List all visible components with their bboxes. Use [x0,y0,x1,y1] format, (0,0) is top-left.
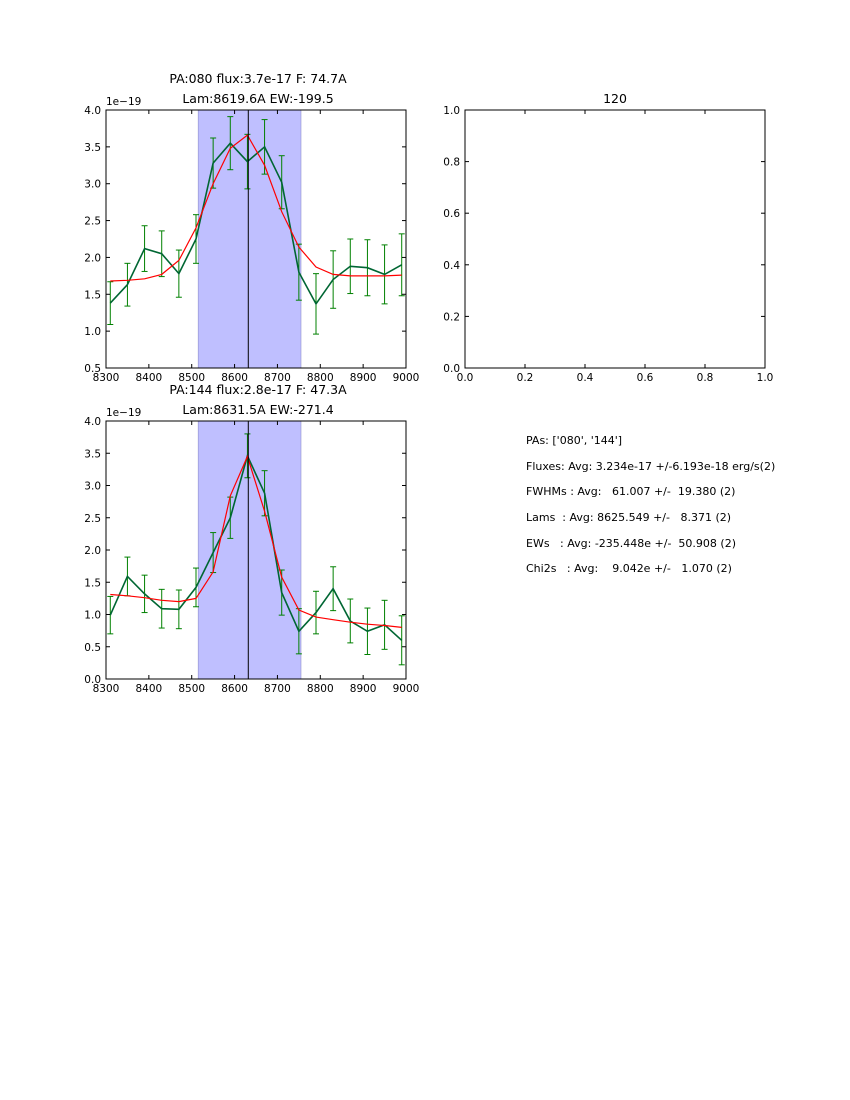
axes-frame [464,109,766,369]
stats-lams: Lams : Avg: 8625.549 +/- 8.371 (2) [526,511,732,525]
model-series-line [110,134,402,282]
y-tick-label: 0.0 [84,674,101,686]
y-tick-label: 3.0 [84,481,101,493]
x-tick-label: 8700 [264,683,291,695]
x-tick-label: 0.6 [637,372,654,384]
y-tick-label: 3.5 [84,142,101,154]
y-tick-label: 2.0 [84,545,101,557]
stats-pas: PAs: ['080', '144'] [526,434,623,447]
x-tick-label: 8900 [350,683,377,695]
x-tick-label: 0.0 [457,372,474,384]
y-tick-label: 1.0 [84,610,101,622]
x-tick-label: 8500 [178,372,205,384]
x-tick-label: 0.2 [517,372,534,384]
y-tick-label: 3.5 [84,448,101,460]
y-tick-label: 4.0 [84,416,101,428]
x-tick-label: 0.8 [697,372,714,384]
plot-title: PA:144 flux:2.8e-17 F: 47.3A [169,382,347,397]
x-tick-label: 8300 [93,683,120,695]
y-tick-label: 1.0 [84,326,101,338]
line-window-span [197,110,302,368]
x-tick-label: 8900 [350,372,377,384]
y-tick-label: 0.8 [443,157,460,169]
y-tick-label: 0.0 [443,363,460,375]
model-series-line [110,454,402,628]
y-tick-label: 0.6 [443,208,460,220]
x-tick-label: 8800 [307,372,334,384]
x-tick-label: 1.0 [757,372,774,384]
y-offset-text: 1e−19 [106,407,141,419]
x-tick-label: 8600 [221,372,248,384]
plot-pa144: 8300 8400 8500 8600 8700 8800 8900 9000 0.0 0.5 1.… [84,382,419,695]
y-tick-label: 1.5 [84,289,101,301]
x-tick-label: 8400 [135,683,162,695]
y-tick-label: 2.5 [84,216,101,228]
y-tick-label: 2.5 [84,513,101,525]
x-tick-label: 8700 [264,372,291,384]
axes-frame [105,109,407,369]
data-series-line [109,142,403,306]
y-tick-label: 0.4 [443,260,460,272]
plot-title: 120 [603,91,627,106]
stats-ews: EWs : Avg: -235.448e +/- 50.908 (2) [526,536,736,550]
x-tick-label: 9000 [393,683,420,695]
y-tick-label: 4.0 [84,105,101,117]
y-tick-label: 1.0 [443,105,460,117]
y-tick-label: 0.2 [443,311,460,323]
plot-title: PA:080 flux:3.7e-17 F: 74.7A [169,71,347,86]
plot-subtitle: Lam:8631.5A EW:-271.4 [182,402,333,417]
y-offset-text: 1e−19 [106,96,141,108]
stats-chi2s: Chi2s : Avg: 9.042e +/- 1.070 (2) [526,562,732,576]
plot-content [107,421,405,679]
x-tick-label: 8600 [221,683,248,695]
x-tick-label: 8300 [93,372,120,384]
x-tick-label: 8400 [135,372,162,384]
x-tick-label: 8800 [307,683,334,695]
stats-fluxes: Fluxes: Avg: 3.234e-17 +/-6.193e-18 erg/… [526,459,776,473]
x-tick-label: 9000 [393,372,420,384]
plot-subtitle: Lam:8619.6A EW:-199.5 [182,91,333,106]
stats-fwhms: FWHMs : Avg: 61.007 +/- 19.380 (2) [526,485,736,499]
plot-content [107,110,405,368]
y-tick-label: 2.0 [84,252,101,264]
plot-pa120-empty: 0.0 0.2 0.4 0.6 0.8 1.0 0.0 0.2 0.4 0.6 0.8 1.0 120 [443,91,773,384]
summary-stats: PAs: ['080', '144'] Fluxes: Avg: 3.234e-… [526,434,836,588]
plot-pa080: 8300 8400 8500 8600 8700 8800 8900 9000 0.5 1.0 1.… [84,71,419,384]
y-tick-label: 1.5 [84,577,101,589]
y-tick-label: 0.5 [84,642,101,654]
y-tick-label: 3.0 [84,179,101,191]
y-tick-label: 0.5 [84,363,101,375]
x-tick-label: 0.4 [577,372,594,384]
x-tick-label: 8500 [178,683,205,695]
